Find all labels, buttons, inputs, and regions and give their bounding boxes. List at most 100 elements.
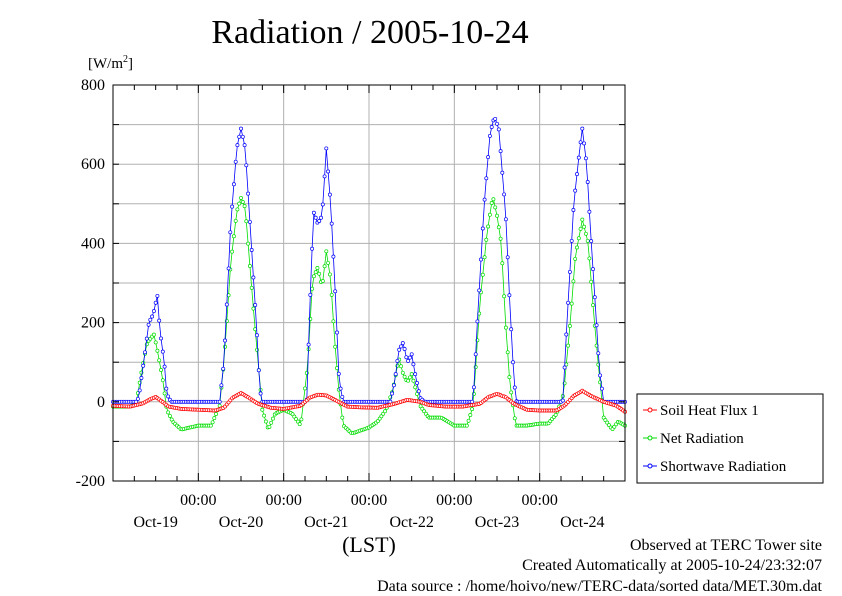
data-point: [466, 418, 471, 423]
data-point: [464, 423, 469, 428]
data-point: [381, 411, 386, 416]
data-point: [500, 261, 505, 266]
data-point: [594, 323, 599, 328]
data-point: [598, 373, 603, 378]
data-point: [260, 407, 265, 412]
data-point: [422, 409, 427, 414]
x-day-label: Oct-22: [389, 514, 433, 531]
data-point: [399, 344, 403, 349]
data-point: [233, 218, 238, 223]
data-point: [267, 424, 272, 429]
data-point: [585, 180, 590, 184]
data-point: [210, 420, 215, 425]
data-point: [511, 360, 515, 365]
data-point: [295, 419, 300, 424]
data-point: [489, 125, 494, 129]
data-point: [311, 210, 316, 215]
data-point: [578, 226, 583, 231]
data-point: [406, 358, 411, 363]
data-point: [496, 127, 501, 132]
legend-swatch-marker: [647, 407, 653, 413]
data-point: [255, 333, 259, 338]
data-point: [235, 143, 240, 148]
data-point: [327, 192, 332, 197]
data-point: [505, 255, 510, 260]
data-point: [575, 245, 579, 250]
data-point: [502, 294, 507, 299]
data-point: [415, 391, 419, 396]
y-tick-label: 200: [81, 315, 105, 332]
data-point: [582, 141, 587, 146]
y-axis-unit-label: [W/m2]: [88, 54, 133, 73]
data-point: [313, 270, 318, 275]
data-point: [327, 272, 332, 277]
data-point: [233, 159, 238, 164]
data-point: [151, 332, 156, 337]
data-point: [240, 134, 245, 139]
x-time-tick-label: 00:00: [521, 492, 557, 509]
data-point: [311, 274, 316, 279]
data-point: [167, 413, 172, 418]
data-point: [502, 192, 507, 197]
data-point: [253, 303, 258, 307]
legend-label: Net Radiation: [660, 431, 744, 447]
data-point: [150, 314, 155, 319]
data-point: [221, 366, 226, 371]
data-point: [569, 238, 574, 243]
data-point: [322, 264, 327, 269]
data-point: [406, 378, 411, 383]
series-soil-heat-flux-1: [111, 388, 627, 414]
data-point: [310, 246, 315, 251]
x-time-tick-label: 00:00: [265, 492, 301, 509]
data-point: [258, 391, 263, 396]
data-point: [404, 355, 409, 360]
y-tick-label: 400: [81, 235, 105, 252]
data-point: [375, 419, 380, 424]
y-tick-label: -200: [76, 473, 105, 490]
data-point: [324, 146, 329, 151]
data-point: [479, 257, 483, 262]
data-point: [160, 378, 165, 383]
legend-swatch-marker: [647, 435, 653, 441]
data-point: [239, 195, 243, 200]
data-point: [487, 212, 492, 217]
data-point: [480, 226, 485, 231]
x-day-label: Oct-19: [133, 514, 177, 531]
data-point: [399, 364, 403, 369]
data-point: [605, 420, 610, 425]
data-point: [480, 272, 485, 277]
series-net-radiation: [111, 195, 627, 436]
series-layer: [111, 116, 627, 436]
data-point: [509, 327, 514, 332]
data-point: [587, 256, 592, 261]
footer-source: Data source : /home/hoivo/new/TERC-data/…: [377, 578, 822, 595]
data-point: [411, 362, 416, 367]
data-point: [397, 347, 402, 352]
data-point: [393, 372, 398, 377]
data-point: [416, 389, 421, 394]
data-point: [585, 238, 590, 243]
data-point: [151, 309, 156, 314]
data-point: [578, 140, 583, 145]
data-point: [473, 352, 478, 357]
data-point: [326, 260, 331, 265]
data-point: [407, 355, 412, 360]
data-point: [231, 182, 236, 187]
data-point: [505, 350, 510, 355]
data-point: [166, 394, 171, 399]
data-point: [477, 288, 482, 293]
data-point: [155, 348, 160, 353]
data-point: [409, 352, 414, 357]
data-point: [587, 209, 592, 214]
data-point: [553, 412, 558, 417]
data-point: [228, 230, 233, 235]
data-point: [137, 388, 142, 393]
data-point: [217, 399, 222, 404]
data-point: [208, 423, 213, 428]
data-point: [596, 351, 601, 356]
data-point: [242, 143, 247, 148]
data-point: [580, 126, 585, 131]
data-point: [246, 241, 251, 246]
data-point: [603, 418, 608, 423]
data-point: [576, 236, 581, 241]
